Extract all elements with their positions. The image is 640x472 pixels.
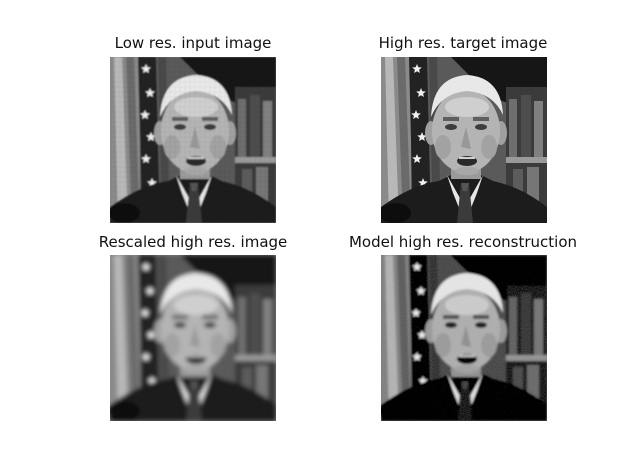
panel-title-model-reconstruction: Model high res. reconstruction [348, 233, 578, 251]
panel-title-rescaled-high-res: Rescaled high res. image [98, 233, 288, 251]
panel-title-low-res-input: Low res. input image [114, 34, 272, 52]
low-res-input-image [110, 57, 276, 223]
panel-title-high-res-target: High res. target image [378, 34, 548, 52]
high-res-target-image [381, 57, 547, 223]
rescaled-high-res-image [110, 255, 276, 421]
model-high-res-reconstruction-image [381, 255, 547, 421]
